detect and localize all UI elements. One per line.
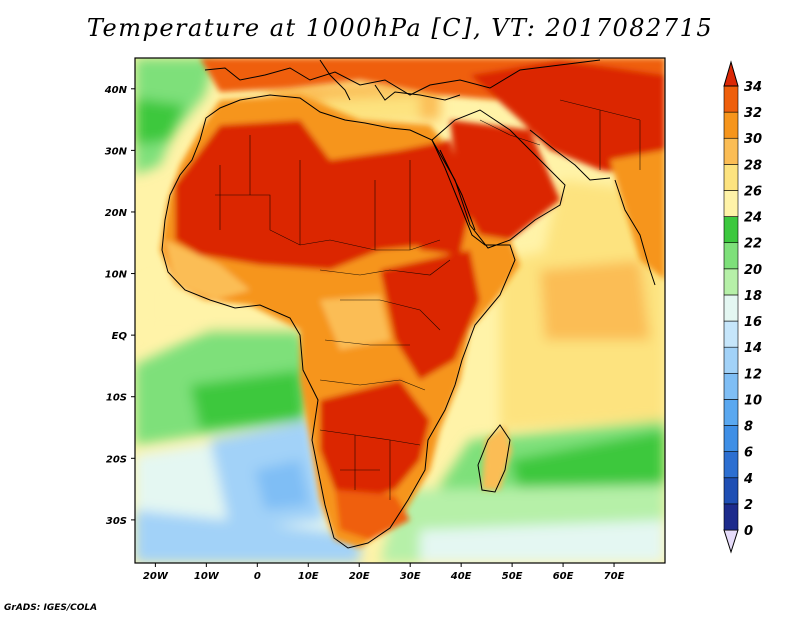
colorbar-segment [723, 216, 739, 244]
colorbar-segment [723, 477, 739, 505]
colorbar-label: 22 [744, 237, 762, 252]
greece-turkey [374, 84, 461, 101]
arabia-hot [450, 120, 560, 240]
colorbar-segment [723, 190, 739, 217]
colorbar-label: 2 [744, 498, 753, 513]
x-tick-label: 10E [298, 571, 319, 582]
colorbar-label: 0 [744, 524, 753, 539]
x-tick-label: 0 [254, 571, 261, 582]
colorbar-segment [723, 85, 739, 113]
madagascar [482, 425, 512, 490]
colorbar-label: 16 [744, 315, 762, 330]
arabia-coast [431, 109, 566, 249]
y-tick-label: 30N [105, 146, 128, 157]
y-tick-label: 20S [106, 454, 127, 465]
south-atlantic-bottom [135, 510, 360, 563]
x-tick-label: 50E [502, 571, 523, 582]
colorbar-label: 26 [744, 184, 762, 199]
chart-title: Temperature at 1000hPa [C], VT: 20170827… [86, 14, 714, 42]
south-atlantic-blue-2 [255, 460, 310, 510]
colorbar-label: 6 [744, 446, 753, 461]
colorbar-label: 8 [744, 420, 753, 435]
persian-gulf [529, 129, 611, 181]
plot-frame [134, 57, 666, 564]
sahara-hot [175, 120, 470, 270]
colorbar-label: 24 [744, 211, 762, 226]
y-tick-label: 10S [106, 393, 127, 404]
colorbar-label: 28 [744, 158, 762, 173]
border-lines-3 [319, 429, 421, 500]
colorbar-segment [723, 294, 739, 322]
credit-text: GrADS: IGES/COLA [4, 603, 98, 613]
europe-coast [204, 59, 601, 96]
x-tick-label: 40E [450, 571, 472, 582]
colorbar-under-arrow [723, 529, 739, 554]
x-tick-label: 70E [604, 571, 625, 582]
y-tick-label: 30S [106, 516, 127, 527]
x-tick-label: 10W [194, 571, 220, 582]
x-tick-label: 20E [349, 571, 370, 582]
colorbar-segment [723, 425, 739, 452]
egypt-sudan-hot [400, 140, 470, 255]
colorbar-segment [723, 503, 739, 531]
colorbar-label: 14 [744, 341, 762, 356]
indian-ocean-far-south [420, 520, 665, 563]
x-tick-label: 20W [143, 571, 169, 582]
atlantic-north-green-dark [135, 98, 185, 145]
india-coast [614, 179, 656, 286]
colorbar-segment [723, 242, 739, 270]
colorbar-label: 34 [744, 80, 762, 95]
west-africa-coast [165, 240, 250, 300]
colorbar-segment [723, 164, 739, 191]
colorbar-label: 30 [744, 132, 762, 147]
red-sea [439, 149, 476, 231]
east-africa-hot [380, 250, 480, 380]
central-africa-orange [320, 295, 390, 350]
y-tick-label: 20N [105, 208, 128, 219]
coastline-group [161, 59, 656, 549]
colorbar-label: 20 [744, 263, 762, 278]
colorbar-segment [723, 268, 739, 296]
colorbar-segment [723, 137, 739, 165]
border-lines-2 [319, 259, 451, 391]
india-orange [610, 150, 665, 280]
southern-africa-orange [335, 490, 410, 540]
colorbar-label: 32 [744, 106, 762, 121]
indian-ocean-orange [540, 260, 650, 340]
y-tick-label: EQ [112, 331, 128, 342]
border-lines-4 [479, 99, 641, 170]
colorbar-segment [723, 320, 739, 348]
colorbar-label: 12 [744, 367, 762, 382]
colorbar-segment [723, 346, 739, 374]
colorbar-label: 18 [744, 289, 762, 304]
colorbar-segment [723, 399, 739, 426]
borders-group [215, 99, 641, 500]
y-tick-label: 10N [105, 270, 128, 281]
y-tick-label: 40N [104, 85, 128, 96]
arabian-sea-pale [540, 180, 640, 270]
colorbar-label: 10 [744, 393, 762, 408]
x-axis-ticks: 20W 10W 0 10E 20E 30E 40E 50E 60E 70E [143, 563, 625, 582]
colorbar-segment [723, 111, 739, 139]
colorbar-segment [723, 451, 739, 479]
x-tick-label: 60E [553, 571, 574, 582]
africa-coastline [161, 94, 516, 549]
madagascar-coast [477, 424, 511, 493]
colorbar-segment [723, 372, 739, 400]
iran-hot [470, 60, 665, 180]
x-tick-label: 30E [400, 571, 421, 582]
colorbar-label: 4 [743, 472, 753, 487]
italy [319, 59, 351, 101]
atlantic-south-dark [190, 370, 305, 430]
colorbar-over-arrow [723, 60, 739, 87]
indian-ocean-south-dark [510, 430, 665, 495]
border-lines-1 [215, 135, 441, 251]
y-axis-ticks: 40N 30N 20N 10N EQ 10S 20S 30S [104, 85, 135, 527]
